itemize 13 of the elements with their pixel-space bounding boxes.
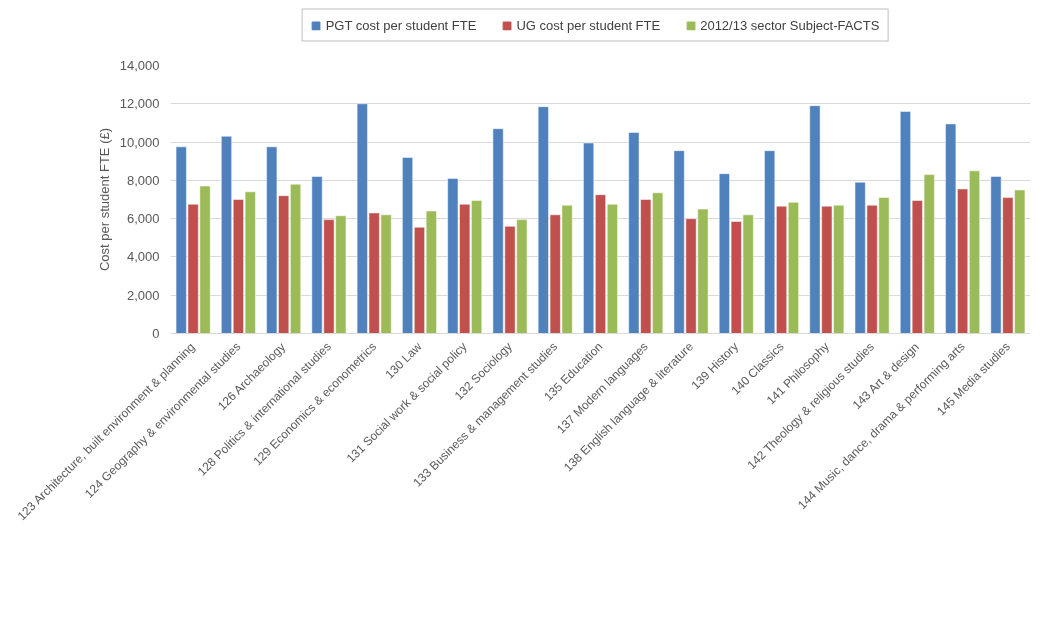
y-tick-label: 14,000 <box>119 58 160 73</box>
y-axis-title: Cost per student FTE (£) <box>96 127 112 272</box>
y-tick-label: 2,000 <box>126 287 160 303</box>
y-tick-label: 10,000 <box>119 134 160 150</box>
legend-label: PGT cost per student FTE <box>325 17 477 33</box>
y-tick-label: 8,000 <box>126 172 160 188</box>
y-tick-label: 6,000 <box>126 211 160 227</box>
y-tick-label: 0 <box>152 326 160 341</box>
legend-label: 2012/13 sector Subject-FACTS <box>700 17 880 33</box>
y-tick-label: 4,000 <box>126 249 160 265</box>
x-tick-label: 130 Law <box>382 339 425 382</box>
legend-label: UG cost per student FTE <box>516 17 661 33</box>
y-tick-label: 12,000 <box>119 96 160 112</box>
